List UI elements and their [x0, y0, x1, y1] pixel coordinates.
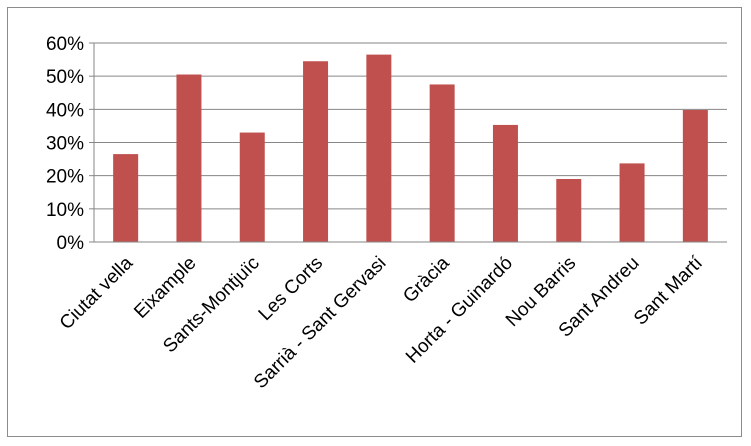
x-tick-label: Gràcia — [399, 252, 454, 307]
y-tick-label: 40% — [46, 100, 84, 121]
bar — [176, 74, 202, 242]
x-tick-label: Ciutat vella — [56, 252, 138, 334]
y-tick-label: 0% — [57, 233, 85, 254]
y-tick-label: 30% — [46, 134, 84, 155]
bar — [619, 163, 645, 242]
y-tick-labels: 0% 10% 20% 30% 40% 50% 60% — [46, 34, 84, 254]
x-tick-label: Sant Martí — [630, 252, 707, 329]
bars — [113, 54, 708, 242]
bar — [429, 84, 455, 242]
bar — [366, 54, 392, 242]
y-tick-label: 10% — [46, 200, 84, 221]
y-tick-label: 20% — [46, 167, 84, 188]
x-tick-label: Horta - Guinardó — [402, 253, 517, 368]
bar — [492, 124, 518, 242]
y-tick-label: 50% — [46, 67, 84, 88]
y-tick-label: 60% — [46, 34, 84, 55]
axes — [89, 42, 727, 243]
bar — [239, 132, 265, 242]
bar — [113, 154, 139, 242]
bar — [682, 109, 708, 242]
bar — [556, 178, 582, 242]
bar — [303, 61, 329, 242]
